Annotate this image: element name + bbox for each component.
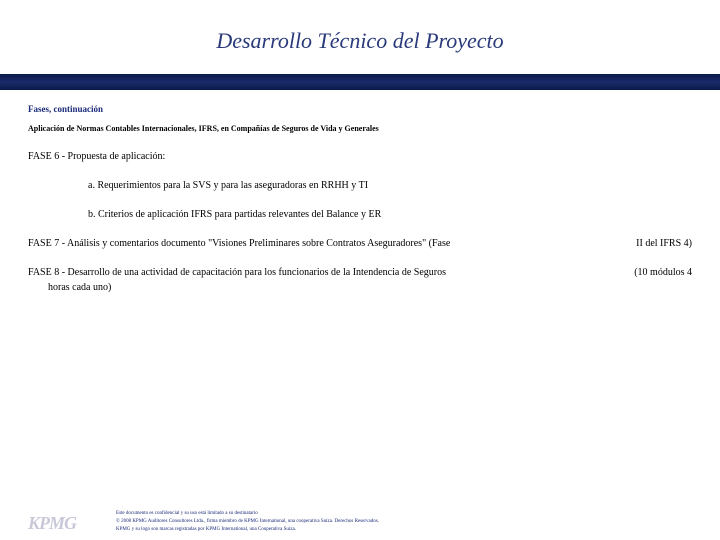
phase8-left: FASE 8 - Desarrollo de una actividad de …: [28, 265, 634, 295]
content-area: Fases, continuación Aplicación de Normas…: [0, 90, 720, 295]
phase8-left-line2: horas cada uno): [48, 282, 111, 293]
phase7-row: FASE 7 - Análisis y comentarios document…: [28, 236, 692, 251]
phase6-item-a: a. Requerimientos para la SVS y para las…: [88, 178, 692, 193]
phase8-row: FASE 8 - Desarrollo de una actividad de …: [28, 265, 692, 295]
subtitle: Aplicación de Normas Contables Internaci…: [28, 124, 692, 133]
phase6-item-b: b. Criterios de aplicación IFRS para par…: [88, 207, 692, 222]
separator-band: [0, 74, 720, 90]
phase8-right: (10 módulos 4: [634, 265, 692, 295]
footer-line3: KPMG y su logo son marcas registradas po…: [116, 526, 379, 533]
footer: KPMG Este documento es confidencial y su…: [28, 510, 692, 534]
page-title: Desarrollo Técnico del Proyecto: [0, 28, 720, 54]
footer-line2: © 2008 KPMG Auditores Consultores Ltda.,…: [116, 518, 379, 525]
footer-line1: Este documento es confidencial y su uso …: [116, 510, 379, 517]
phase8-left-line1: FASE 8 - Desarrollo de una actividad de …: [28, 267, 446, 278]
kpmg-logo: KPMG: [28, 513, 76, 534]
phase6-heading: FASE 6 - Propuesta de aplicación:: [28, 149, 692, 164]
footer-text: Este documento es confidencial y su uso …: [116, 510, 379, 534]
phase7-right: II del IFRS 4): [636, 236, 692, 251]
phase7-left: FASE 7 - Análisis y comentarios document…: [28, 236, 636, 251]
section-label: Fases, continuación: [28, 104, 692, 114]
title-bar: Desarrollo Técnico del Proyecto: [0, 0, 720, 74]
